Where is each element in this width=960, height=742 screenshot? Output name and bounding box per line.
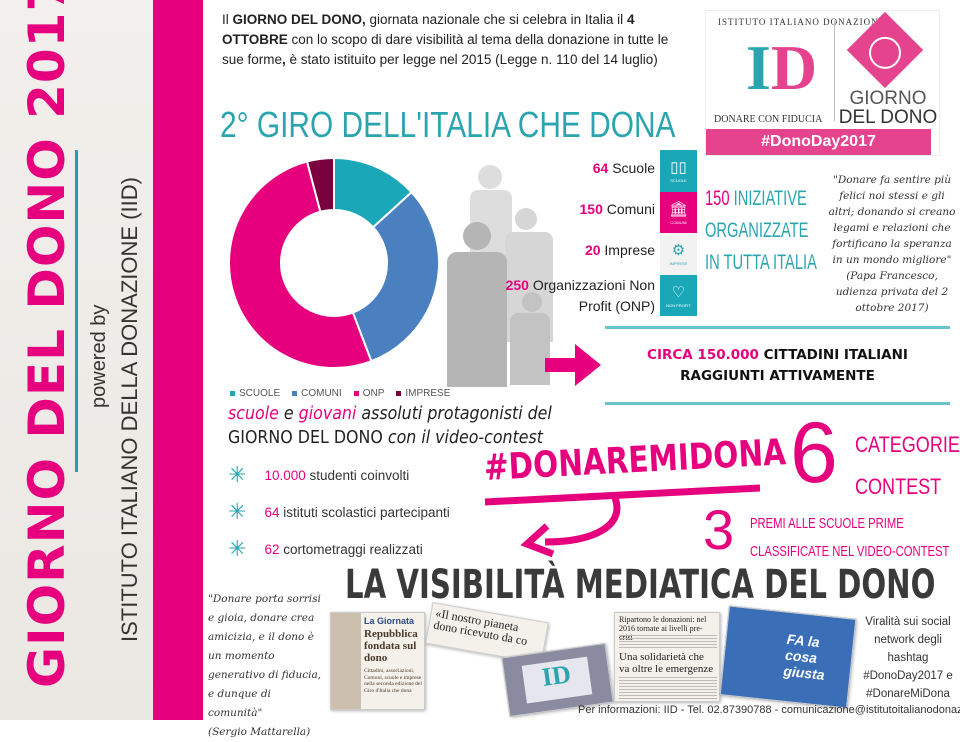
divider-top <box>605 326 950 329</box>
logo-separator <box>834 21 835 121</box>
clipping-text-lines <box>619 677 717 699</box>
book-icon: ▯▯ SCUOLE <box>660 150 697 192</box>
asterisk-icon: ✳ <box>228 499 247 524</box>
pink-stripe <box>153 0 203 720</box>
press-clipping: Ripartono le donazioni: nel 2016 tornate… <box>614 612 720 702</box>
institute-name: ISTITUTO ITALIANO DELLA DONAZIONE (IID) <box>117 177 142 642</box>
bullet-item: ✳ 64 istituti scolastici partecipanti <box>228 499 450 524</box>
tv-caption: FA la cosa giusta <box>782 630 826 683</box>
legend-swatch <box>353 390 359 396</box>
hashtag-banner: #DonoDay2017 <box>706 129 931 155</box>
legend-swatch <box>292 390 298 396</box>
clipping-headline: Repubblica fondata sul dono <box>364 628 418 664</box>
clipping-kicker: La Giornata <box>364 616 415 626</box>
clipping-body: Cittadini, associazioni, Comuni, scuole … <box>364 668 422 694</box>
donut-slice-comuni <box>351 190 440 363</box>
stat-scuole: 64 Scuole <box>592 160 655 176</box>
asterisk-icon: ✳ <box>228 536 247 561</box>
divider <box>75 150 78 472</box>
stat-comuni: 150 Comuni <box>579 201 656 217</box>
pope-quote: "Donare fa sentire più felici noi stessi… <box>828 174 956 314</box>
reach-text: CIRCA 150.000 CITTADINI ITALIANI RAGGIUNT… <box>647 347 908 384</box>
donut-slice-imprese <box>305 157 335 213</box>
asterisk-icon: ✳ <box>228 462 247 487</box>
clipping-headline: «Il nostro pianeta dono ricevuto da co <box>432 605 529 648</box>
protagonists-text: scuole e giovani assoluti protagonisti d… <box>228 403 552 448</box>
stat-imprese: 20 Imprese <box>584 242 655 258</box>
categories-label: CATEGORIE CONTEST <box>855 432 960 499</box>
intro-text: Il GIORNO DEL DONO, giornata nazionale c… <box>222 12 669 67</box>
divider-bottom <box>605 402 950 405</box>
chart-legend: SCUOLE COMUNI ONP IMPRESE <box>230 388 450 399</box>
logo-motto: DONARE CON FIDUCIA <box>714 114 823 125</box>
legend-item: IMPRESE <box>396 388 450 399</box>
building-icon: 🏛 COMUNI <box>660 191 697 233</box>
arrow-right-icon <box>545 344 601 386</box>
clipping-text-lines <box>619 635 717 649</box>
legend-swatch <box>396 390 402 396</box>
legend-item: ONP <box>353 388 384 399</box>
logo-ring-text: ISTITUTO ITALIANO DONAZIONE <box>718 17 886 27</box>
powered-by: powered by <box>88 304 110 408</box>
clipping-headline: Una solidarietà che va oltre le emergenz… <box>619 651 714 675</box>
prizes-label: PREMI ALLE SCUOLE PRIME CLASSIFICATE NEL … <box>750 515 950 560</box>
vertical-title: GIORNO DEL DONO 2017 <box>18 0 76 688</box>
press-clipping: La Giornata Repubblica fondata sul dono … <box>330 612 425 710</box>
clipping-photo <box>331 613 361 709</box>
legend-swatch <box>230 390 235 396</box>
stat-onp: 250 Organizzazioni Non Profit (ONP) <box>505 277 655 314</box>
initiatives-text: 150 INIZIATIVE ORGANIZZATE IN TUTTA ITALIA <box>705 187 817 274</box>
curved-arrow-icon <box>484 484 761 558</box>
bullet-item: ✳ 62 cortometraggi realizzati <box>228 536 423 561</box>
tv-screenshot: FA la cosa giusta <box>719 605 857 709</box>
donut-chart <box>228 157 440 369</box>
gears-icon: ⚙ IMPRESE <box>660 233 697 275</box>
categories-count: 6 <box>790 405 838 501</box>
iid-logo-on-screen: ID <box>521 656 593 704</box>
donut-slice-onp <box>228 160 373 369</box>
logo: ISTITUTO ITALIANO DONAZIONE ID DONARE CO… <box>705 10 940 156</box>
media-title: LA VISIBILITÀ MEDIATICA DEL DONO <box>345 562 936 608</box>
legend-item: SCUOLE <box>230 388 280 399</box>
category-tiles: ▯▯ SCUOLE 🏛 COMUNI ⚙ IMPRESE ♡ NON PROFIT <box>660 150 697 316</box>
social-virality-text: Viralità sui social network degli hashta… <box>863 616 953 700</box>
heart-icon: ♡ NON PROFIT <box>660 274 697 316</box>
mattarella-quote: "Donare porta sorrisi e gioia, donare cr… <box>208 593 322 738</box>
giorno-del-dono-logo: GIORNO DEL DONO <box>838 88 938 128</box>
footer-contact: Per informazioni: IID - Tel. 02.87390788… <box>578 704 960 716</box>
prizes-count: 3 <box>703 498 735 561</box>
legend-item: COMUNI <box>292 388 342 399</box>
page-title: 2° GIRO DELL'ITALIA CHE DONA <box>220 104 676 145</box>
bullet-item: ✳ 10.000 studenti coinvolti <box>228 462 410 487</box>
iid-logo: ID <box>746 32 818 103</box>
